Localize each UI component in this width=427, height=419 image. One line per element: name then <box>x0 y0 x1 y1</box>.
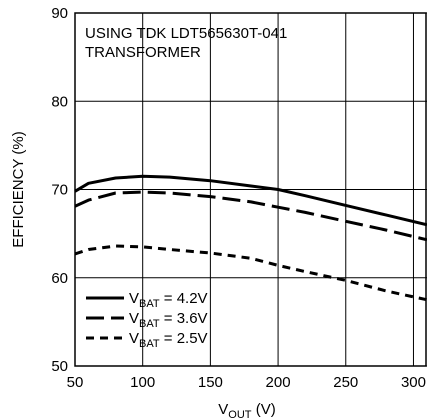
x-axis-title: VOUT (V) <box>218 401 275 419</box>
x-tick-label-100: 100 <box>130 374 155 391</box>
x-tick-label-50: 50 <box>67 374 84 391</box>
annotation-line-2: TRANSFORMER <box>85 44 201 61</box>
series-line-3 <box>74 244 427 302</box>
y-tick-label-50: 50 <box>51 358 68 375</box>
x-tick-label-200: 200 <box>266 374 291 391</box>
legend-label-1: VBAT = 4.2V <box>129 290 208 310</box>
legend-label-2: VBAT = 3.6V <box>129 310 208 330</box>
y-axis-title: EFFICIENCY (%) <box>10 131 27 247</box>
series-line-2 <box>74 190 427 242</box>
annotation-line-1: USING TDK LDT565630T-041 <box>85 25 287 42</box>
x-tick-label-300: 300 <box>401 374 426 391</box>
x-tick-label-250: 250 <box>333 374 358 391</box>
y-tick-label-70: 70 <box>51 182 68 199</box>
y-tick-label-60: 60 <box>51 270 68 287</box>
legend-label-3: VBAT = 2.5V <box>129 330 208 350</box>
series-line-1 <box>74 174 427 227</box>
plot-frame <box>74 12 427 367</box>
y-tick-label-80: 80 <box>51 93 68 110</box>
x-tick-label-150: 150 <box>198 374 223 391</box>
y-tick-label-90: 90 <box>51 5 68 22</box>
